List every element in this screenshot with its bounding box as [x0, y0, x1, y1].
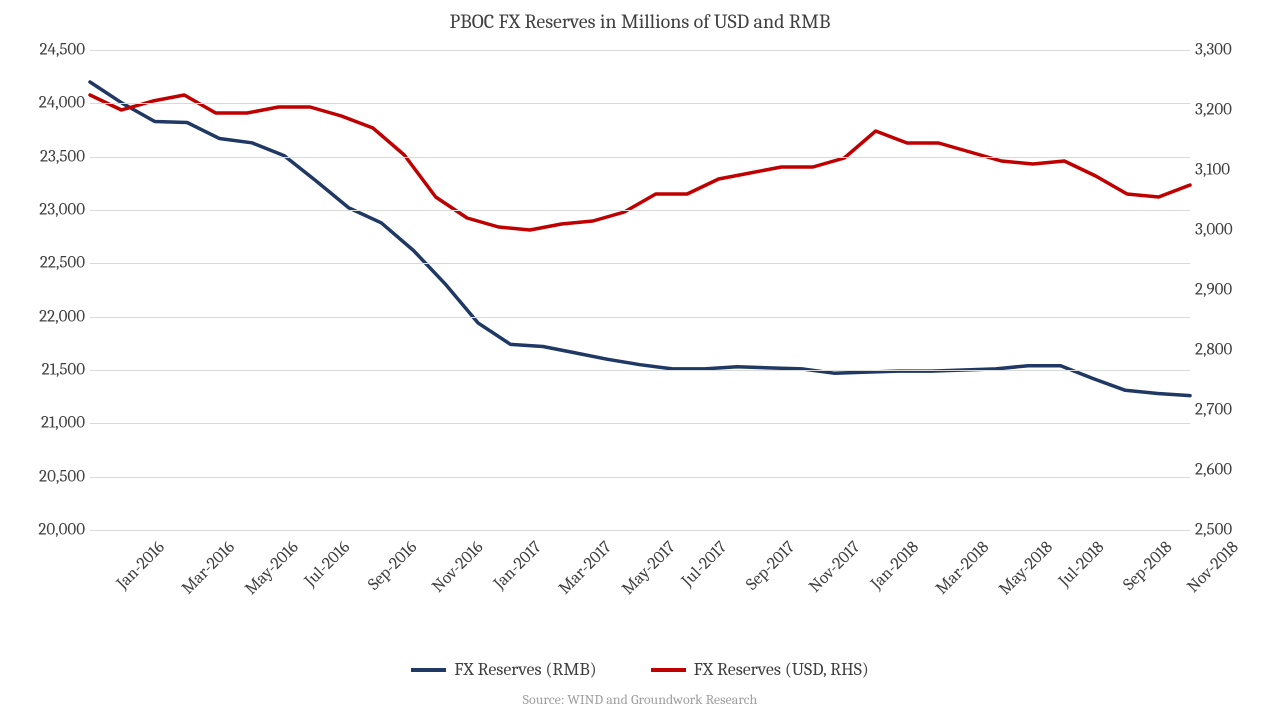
x-tick: Jul-2018: [1055, 538, 1108, 591]
y-right-tick: 2,700: [1195, 401, 1232, 420]
gridline: [90, 103, 1190, 104]
y-right-tick: 2,900: [1195, 281, 1232, 300]
x-tick: May-2016: [241, 538, 302, 599]
chart-lines: [90, 50, 1190, 530]
x-axis: Jan-2016Mar-2016May-2016Jul-2016Sep-2016…: [90, 530, 1190, 630]
y-left-tick: 21,000: [41, 414, 85, 433]
gridline: [90, 50, 1190, 51]
chart-container: PBOC FX Reserves in Millions of USD and …: [0, 0, 1280, 720]
x-tick: Mar-2016: [178, 538, 238, 598]
legend-label-rmb: FX Reserves (RMB): [454, 659, 596, 680]
y-left-tick: 24,500: [39, 41, 85, 60]
y-right-tick: 2,500: [1195, 521, 1232, 540]
y-left-tick: 22,500: [40, 254, 85, 273]
plot-area: [90, 50, 1190, 530]
x-tick: Sep-2017: [742, 538, 798, 594]
gridline: [90, 317, 1190, 318]
legend-item-usd: FX Reserves (USD, RHS): [651, 659, 869, 680]
x-tick: Jul-2017: [678, 538, 731, 591]
y-right-tick: 3,000: [1195, 221, 1233, 240]
x-tick: Sep-2018: [1120, 538, 1176, 594]
legend-swatch-usd: [651, 668, 686, 672]
gridline: [90, 263, 1190, 264]
y-left-tick: 21,500: [42, 361, 85, 380]
x-tick: Jul-2016: [301, 538, 354, 591]
y-left-tick: 22,000: [39, 307, 85, 326]
y-axis-right: 2,5002,6002,7002,8002,9003,0003,1003,200…: [1195, 50, 1260, 530]
x-tick: Sep-2016: [365, 538, 421, 594]
gridline: [90, 423, 1190, 424]
legend: FX Reserves (RMB) FX Reserves (USD, RHS): [0, 656, 1280, 681]
y-right-tick: 2,800: [1195, 341, 1232, 360]
gridline: [90, 157, 1190, 158]
gridline: [90, 210, 1190, 211]
x-tick: Mar-2017: [555, 538, 615, 598]
legend-label-usd: FX Reserves (USD, RHS): [694, 659, 869, 680]
y-left-tick: 24,000: [39, 94, 85, 113]
legend-swatch-rmb: [411, 668, 446, 672]
x-tick: May-2018: [996, 538, 1057, 599]
y-right-tick: 3,100: [1195, 161, 1230, 180]
chart-title: PBOC FX Reserves in Millions of USD and …: [0, 10, 1280, 33]
x-tick: Nov-2018: [1183, 538, 1242, 597]
x-tick: Nov-2017: [806, 538, 865, 597]
y-left-tick: 20,000: [38, 521, 85, 540]
x-tick: Jan-2018: [868, 538, 923, 593]
y-axis-left: 20,00020,50021,00021,50022,00022,50023,0…: [20, 50, 85, 530]
x-tick: May-2017: [619, 538, 680, 599]
source-text: Source: WIND and Groundwork Research: [0, 691, 1280, 708]
y-left-tick: 23,000: [39, 201, 85, 220]
legend-item-rmb: FX Reserves (RMB): [411, 659, 596, 680]
x-tick: Jan-2016: [113, 538, 168, 593]
y-right-tick: 3,200: [1195, 101, 1232, 120]
y-left-tick: 23,500: [40, 147, 85, 166]
gridline: [90, 477, 1190, 478]
gridline: [90, 370, 1190, 371]
x-tick: Mar-2018: [933, 538, 994, 599]
x-tick: Nov-2016: [429, 538, 488, 597]
y-right-tick: 2,600: [1195, 461, 1232, 480]
y-left-tick: 20,500: [39, 467, 85, 486]
x-tick: Jan-2017: [490, 538, 545, 593]
y-right-tick: 3,300: [1195, 41, 1232, 60]
series-line: [90, 82, 1190, 396]
